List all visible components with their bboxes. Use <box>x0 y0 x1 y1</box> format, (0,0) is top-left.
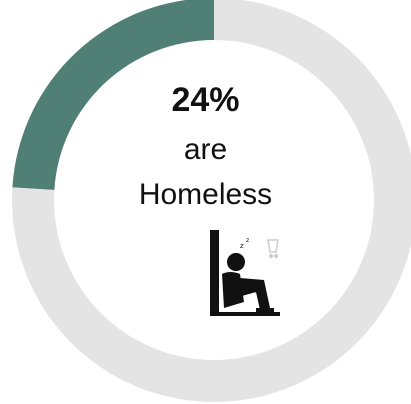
donut-slices <box>12 0 411 402</box>
center-percentage: 24% <box>171 81 240 119</box>
slice-homeless <box>12 0 214 190</box>
homeless-person-icon: z z <box>200 228 290 320</box>
center-label-line-2: Homeless <box>138 178 273 211</box>
svg-text:z: z <box>240 242 244 250</box>
svg-text:z: z <box>246 237 249 244</box>
center-label-line-1: are <box>183 133 228 166</box>
